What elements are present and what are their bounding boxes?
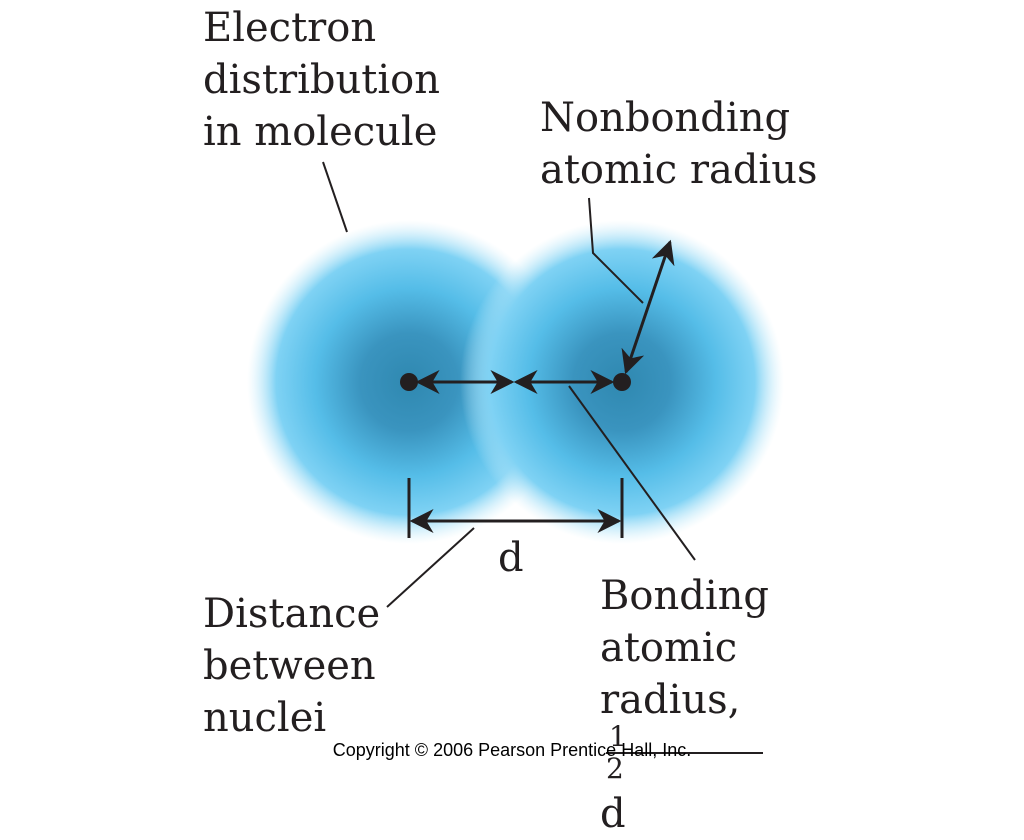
distance-between-nuclei-label: Distance between nuclei <box>203 591 381 741</box>
nonbonding-radius-arrow <box>621 239 675 375</box>
molecule-diagram <box>247 161 784 608</box>
bonding-radius-label: Bonding atomic radius, 1 2 d <box>600 570 769 840</box>
nonbonding-leader <box>588 197 644 304</box>
copyright-text: Copyright © 2006 Pearson Prentice Hall, … <box>332 740 692 760</box>
bonding-leader <box>568 385 696 561</box>
electron-distribution-leader <box>322 161 348 233</box>
right-nucleus <box>613 373 631 391</box>
left-nucleus <box>400 373 418 391</box>
electron-distribution-label: Electron distribution in molecule <box>203 5 440 155</box>
d-label: d <box>498 535 524 581</box>
nonbonding-radius-label: Nonbonding atomic radius <box>540 95 818 193</box>
distance-leader <box>386 527 475 608</box>
diagram-stage: Electron distribution in molecule Nonbon… <box>203 5 818 837</box>
